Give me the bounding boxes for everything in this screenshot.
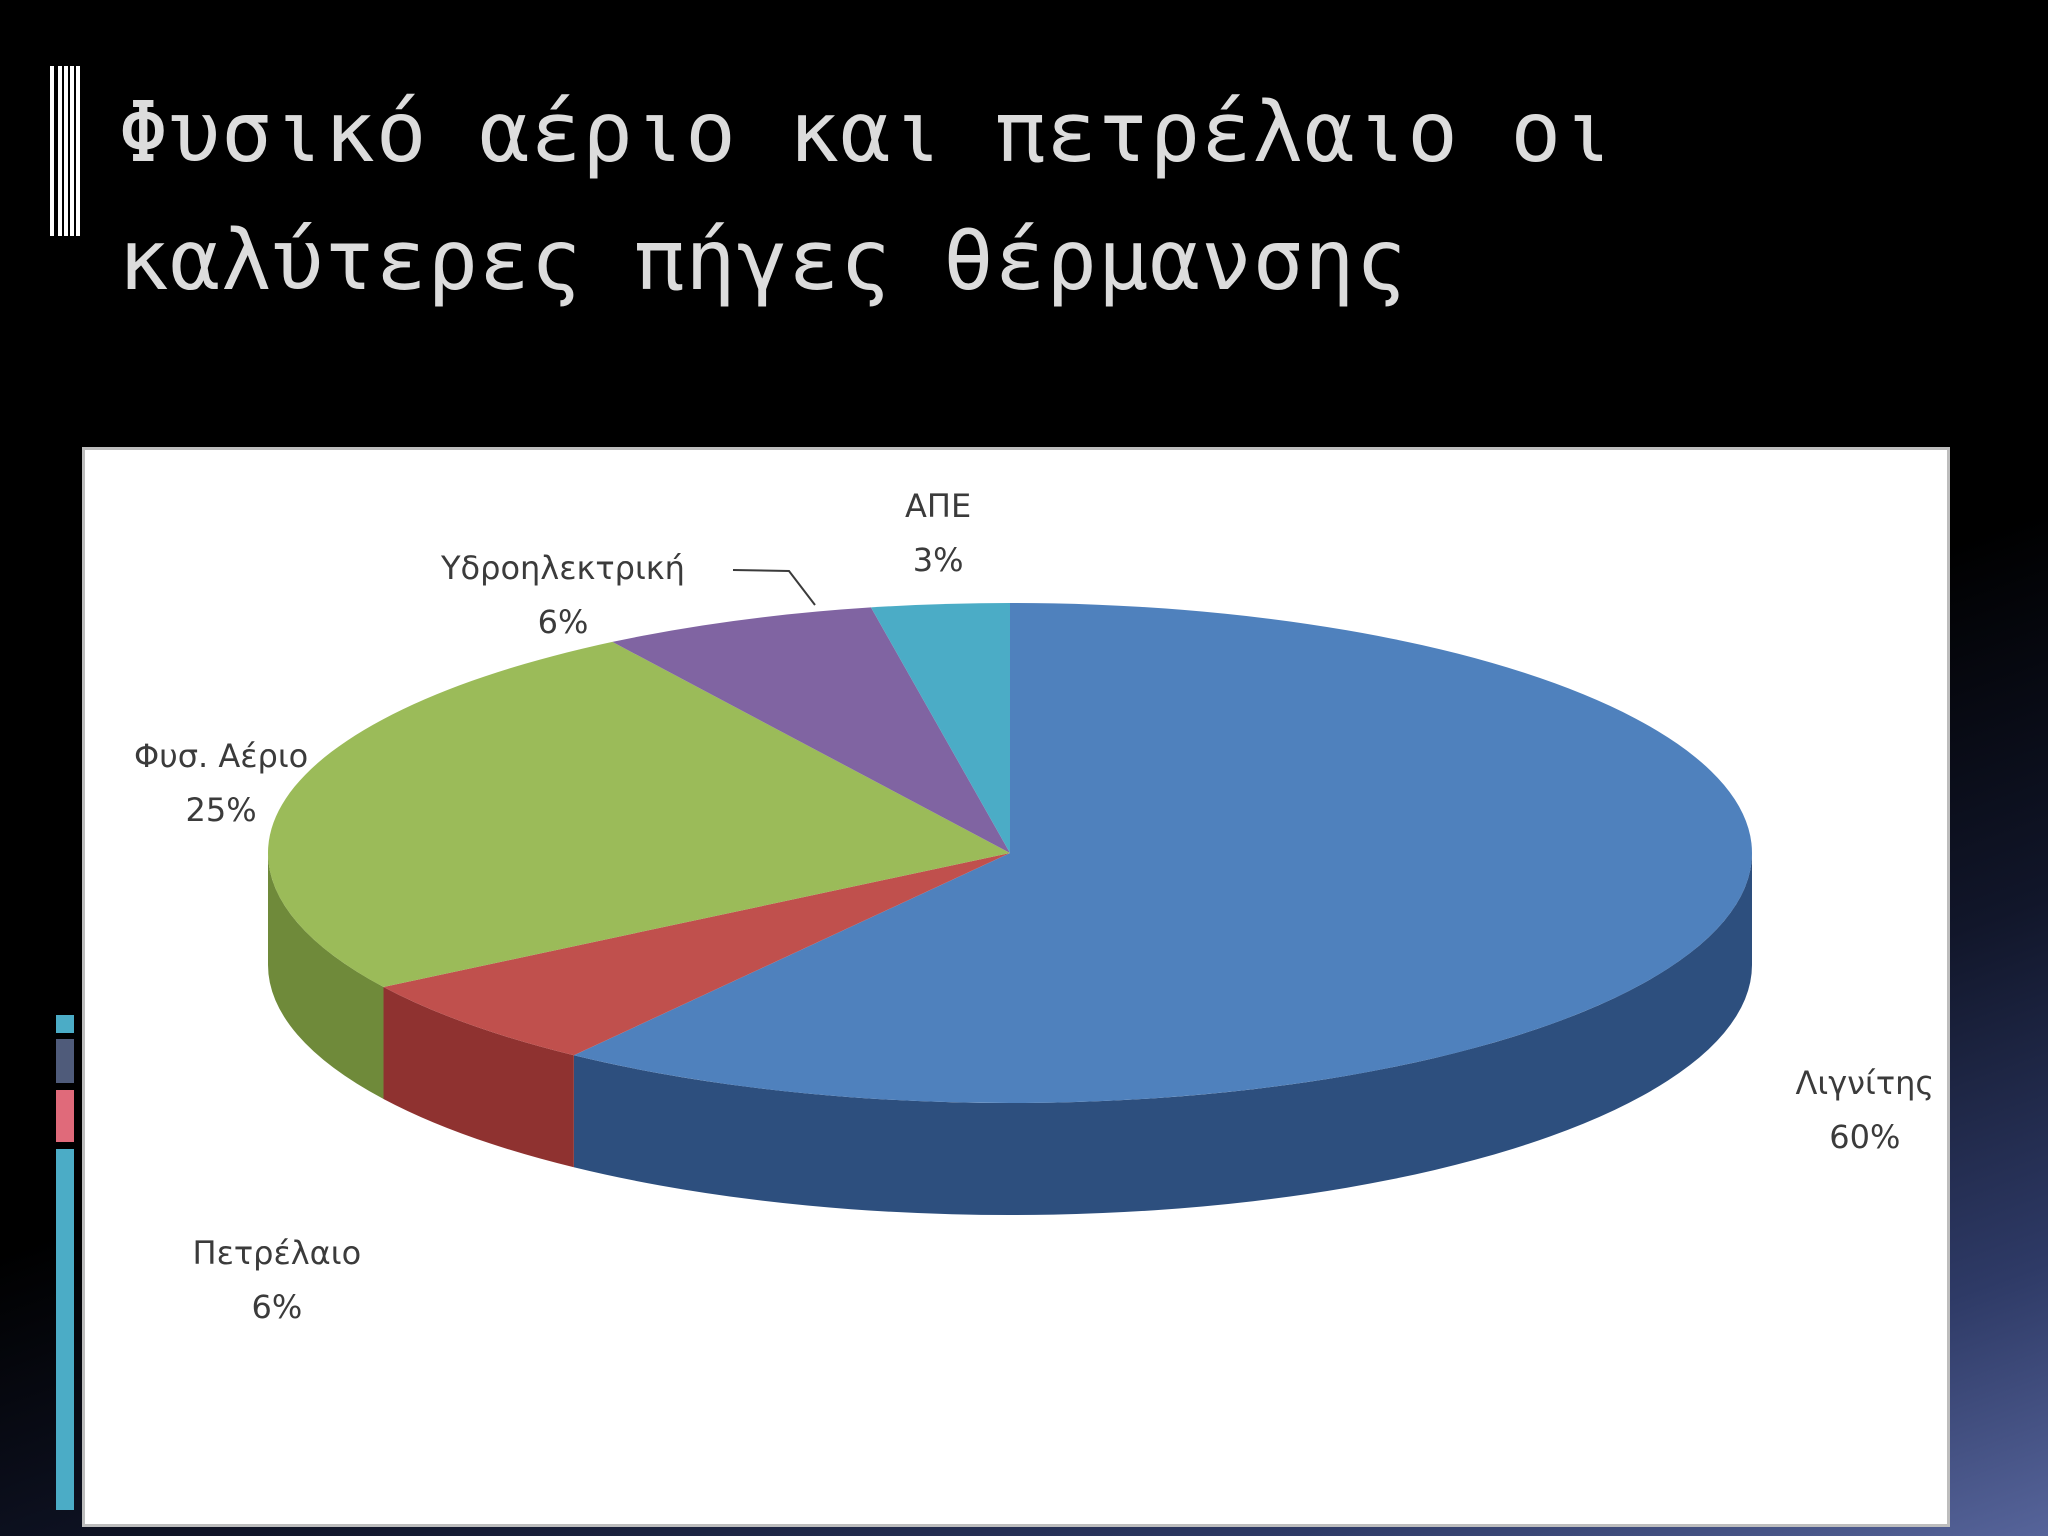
pie-slice-λιγνίτης: [573, 603, 1753, 1103]
data-label-φυσ-αέριο: Φυσ. Αέριο 25%: [134, 729, 308, 837]
accent-segment: [56, 1149, 74, 1510]
data-label-name: Λιγνίτης: [1795, 1064, 1935, 1102]
data-label-name: Υδροηλεκτρική: [441, 549, 685, 587]
data-label-name: ΑΠΕ: [905, 487, 972, 525]
pie-side-λιγνίτης: [573, 853, 1753, 1215]
slide-title: Φυσικό αέριο και πετρέλαιο οι καλύτερες …: [118, 83, 1614, 309]
data-label-name: Φυσ. Αέριο: [134, 737, 309, 775]
data-label-value: 60%: [1829, 1118, 1901, 1156]
pie-chart: [267, 569, 1753, 1215]
accent-bar: [56, 1015, 74, 1510]
data-label-name: Πετρέλαιο: [192, 1234, 362, 1272]
accent-segment: [56, 1039, 74, 1083]
title-marker: [50, 66, 80, 236]
pie-side-φυσ-αέριο: [268, 853, 384, 1099]
pie-slice-πετρέλαιο: [383, 853, 1010, 1056]
data-label-απε: ΑΠΕ 3%: [905, 479, 971, 587]
chart-frame: Λιγνίτης 60% Πετρέλαιο 6% Φυσ. Αέριο 25% Υδροη…: [82, 447, 1950, 1527]
data-label-πετρέλαιο: Πετρέλαιο 6%: [193, 1226, 362, 1334]
accent-segment: [56, 1015, 74, 1033]
pie-side-πετρέλαιο: [383, 986, 574, 1168]
pie-slice-απε: [870, 603, 1010, 853]
pie-slice-φυσ-αέριο: [267, 641, 1010, 987]
leader-line: [732, 569, 816, 606]
data-label-υδροηλεκτρική: Υδροηλεκτρική 6%: [441, 541, 685, 649]
data-label-value: 6%: [251, 1288, 303, 1326]
accent-segment: [56, 1090, 74, 1142]
data-label-value: 6%: [537, 603, 589, 641]
pie-slice-υδροηλεκτρική: [612, 607, 1010, 853]
data-label-value: 25%: [185, 791, 257, 829]
data-label-λιγνίτης: Λιγνίτης 60%: [1796, 1056, 1935, 1164]
data-label-value: 3%: [912, 541, 964, 579]
